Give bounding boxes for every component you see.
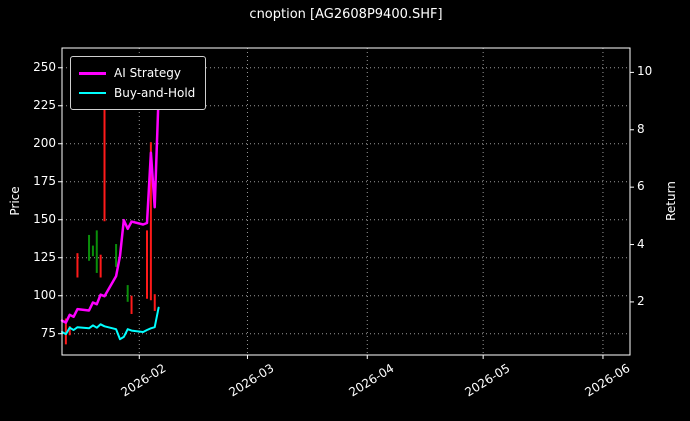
y-tick-label-left: 225 xyxy=(33,97,56,112)
chart-title: cnoption [AG2608P9400.SHF] xyxy=(249,7,443,22)
y-tick-label-right: 2 xyxy=(637,293,645,308)
legend-label-ai-strategy: AI Strategy xyxy=(114,66,181,80)
series-line-buy-and-hold xyxy=(61,306,160,341)
legend-item-buy-and-hold: Buy-and-Hold xyxy=(79,83,195,103)
legend-label-buy-and-hold: Buy-and-Hold xyxy=(114,86,196,100)
legend: AI Strategy Buy-and-Hold xyxy=(70,56,207,110)
y-tick-label-left: 175 xyxy=(33,173,56,188)
y-tick-label-left: 100 xyxy=(33,287,56,302)
y-tick-label-left: 125 xyxy=(33,249,56,264)
axes-frame xyxy=(61,47,631,356)
legend-line-buy-and-hold xyxy=(79,92,106,94)
y-tick-label-right: 10 xyxy=(637,64,653,79)
y-tick-label-left: 75 xyxy=(40,325,56,340)
legend-item-ai-strategy: AI Strategy xyxy=(79,63,195,83)
y-tick-label-right: 6 xyxy=(637,179,645,194)
legend-line-ai-strategy xyxy=(79,71,106,75)
y-tick-label-right: 4 xyxy=(637,236,645,251)
y-tick-label-left: 250 xyxy=(33,59,56,74)
y-tick-label-right: 8 xyxy=(637,121,645,136)
y-tick-label-left: 200 xyxy=(33,135,56,150)
y-tick-label-left: 150 xyxy=(33,211,56,226)
series-line-ai-strategy xyxy=(60,94,160,324)
